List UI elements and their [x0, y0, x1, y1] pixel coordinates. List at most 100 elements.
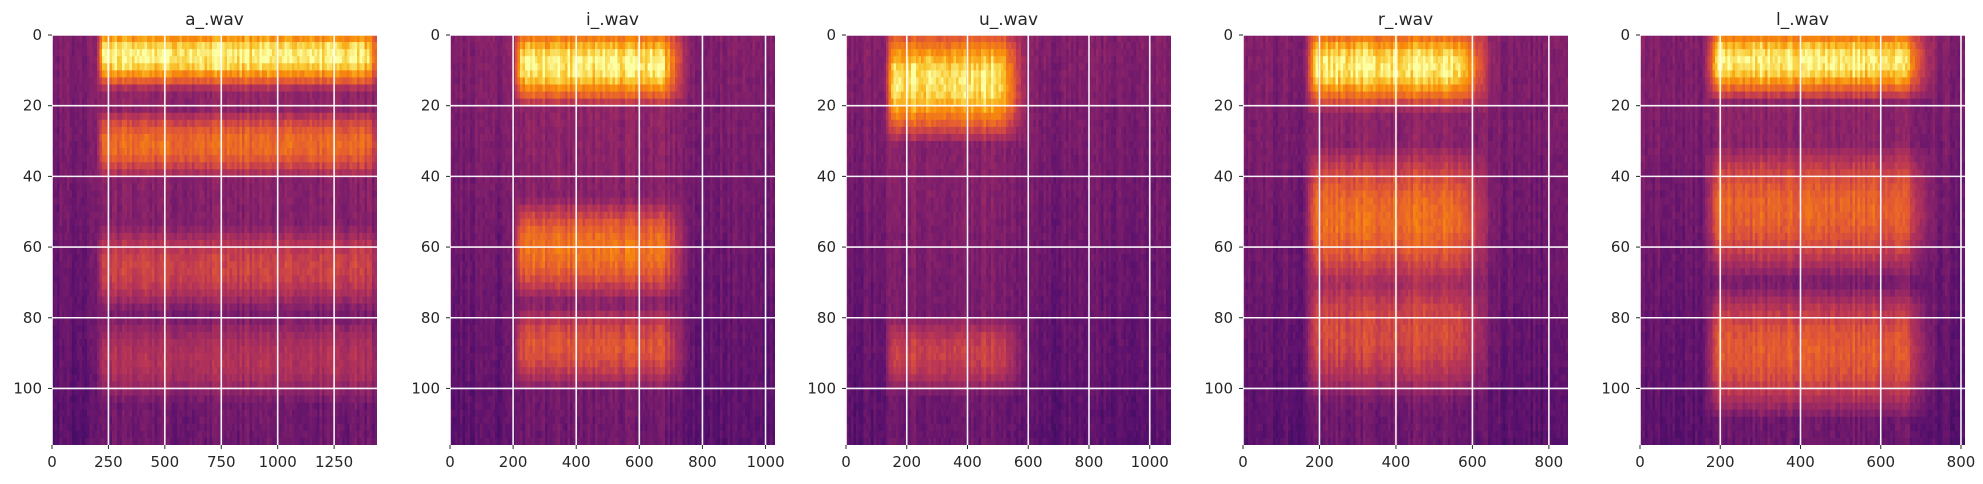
heatmap-cell — [82, 360, 86, 368]
heatmap-cell — [92, 119, 96, 128]
heatmap-cell — [82, 282, 86, 291]
heatmap-cell — [249, 346, 253, 354]
heatmap-cell — [102, 141, 106, 149]
heatmap-cell — [147, 218, 151, 227]
heatmap-cell — [142, 367, 146, 375]
heatmap-cell — [237, 218, 241, 227]
heatmap-cell — [129, 395, 133, 404]
heatmap-cell — [199, 381, 203, 390]
heatmap-cell — [252, 437, 256, 445]
heatmap-cell — [142, 395, 146, 404]
heatmap-cell — [179, 374, 183, 382]
heatmap-cell — [122, 133, 126, 142]
heatmap-cell — [82, 35, 86, 43]
heatmap-cell — [259, 402, 263, 411]
heatmap-cell — [264, 176, 268, 185]
heatmap-cell — [112, 261, 116, 269]
heatmap-cell — [194, 218, 198, 227]
heatmap-cell — [189, 169, 193, 177]
heatmap-cell — [222, 303, 226, 312]
heatmap-cell — [134, 346, 138, 354]
heatmap-cell — [97, 402, 101, 411]
heatmap-cell — [177, 119, 181, 128]
heatmap-cell — [134, 176, 138, 185]
heatmap-cell — [199, 70, 203, 79]
heatmap-cell — [147, 176, 151, 185]
heatmap-cell — [224, 190, 228, 199]
heatmap-cell — [129, 282, 133, 291]
heatmap-cell — [112, 162, 116, 170]
heatmap-cell — [144, 126, 148, 135]
heatmap-cell — [152, 374, 156, 382]
heatmap-cell — [144, 409, 148, 418]
heatmap-cell — [69, 430, 73, 439]
heatmap-cell — [109, 56, 113, 64]
heatmap-cell — [64, 268, 68, 276]
heatmap-cell — [242, 105, 246, 114]
heatmap-cell — [232, 303, 236, 312]
heatmap-cell — [132, 98, 136, 107]
heatmap-cell — [217, 437, 221, 445]
heatmap-cell — [52, 338, 56, 347]
heatmap-cell — [57, 416, 61, 425]
heatmap-cell — [82, 275, 86, 284]
heatmap-cell — [119, 317, 123, 326]
heatmap-cell — [207, 338, 211, 347]
heatmap-cell — [99, 56, 103, 64]
heatmap-cell — [214, 197, 218, 206]
heatmap-cell — [144, 148, 148, 156]
heatmap-cell — [179, 126, 183, 135]
heatmap-cell — [242, 331, 246, 340]
heatmap-cell — [162, 197, 166, 206]
heatmap-cell — [74, 42, 78, 50]
heatmap-cell — [252, 310, 256, 319]
heatmap-cell — [149, 331, 153, 340]
heatmap-cell — [139, 240, 143, 248]
heatmap-cell — [192, 169, 196, 177]
heatmap-cell — [117, 190, 121, 199]
heatmap-cell — [204, 282, 208, 291]
heatmap-cell — [209, 367, 213, 375]
heatmap-cell — [222, 282, 226, 291]
heatmap-cell — [189, 133, 193, 142]
heatmap-cell — [119, 197, 123, 206]
heatmap-cell — [244, 367, 248, 375]
heatmap-cell — [212, 176, 216, 185]
heatmap-cell — [177, 155, 181, 163]
heatmap-cell — [72, 360, 76, 368]
heatmap-cell — [119, 211, 123, 220]
heatmap-cell — [69, 119, 73, 128]
heatmap-cell — [169, 84, 173, 93]
heatmap-cell — [152, 183, 156, 192]
heatmap-cell — [92, 141, 96, 149]
heatmap-cell — [222, 197, 226, 206]
heatmap-cell — [114, 289, 118, 298]
heatmap-cell — [117, 141, 121, 149]
heatmap-cell — [199, 63, 203, 71]
heatmap-cell — [52, 430, 56, 439]
heatmap-cell — [142, 416, 146, 425]
heatmap-cell — [207, 197, 211, 206]
heatmap-cell — [252, 275, 256, 284]
heatmap-cell — [134, 275, 138, 284]
heatmap-cell — [127, 91, 131, 100]
heatmap-cell — [102, 77, 106, 86]
heatmap-cell — [189, 409, 193, 418]
heatmap-cell — [99, 240, 103, 248]
heatmap-cell — [57, 275, 61, 284]
heatmap-cell — [64, 282, 68, 291]
heatmap-cell — [62, 49, 66, 57]
heatmap-cell — [79, 367, 83, 375]
heatmap-cell — [52, 416, 56, 425]
heatmap-cell — [97, 240, 101, 248]
heatmap-cell — [152, 346, 156, 354]
heatmap-cell — [84, 282, 88, 291]
heatmap-cell — [152, 155, 156, 163]
heatmap-cell — [92, 56, 96, 64]
heatmap-cell — [257, 98, 261, 107]
heatmap-cell — [209, 77, 213, 86]
heatmap-cell — [179, 296, 183, 305]
heatmap-cell — [227, 338, 231, 347]
heatmap-cell — [159, 77, 163, 86]
heatmap-cell — [144, 374, 148, 382]
